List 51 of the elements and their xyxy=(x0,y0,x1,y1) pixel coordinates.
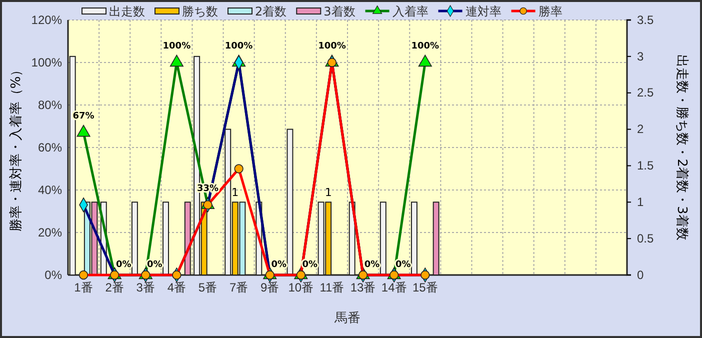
bar xyxy=(162,202,169,276)
x-tick-label: 4番 xyxy=(167,280,186,295)
legend-label: 勝率 xyxy=(538,4,562,18)
y2-tick-label: 1.5 xyxy=(637,158,654,173)
x-axis-title: 馬番 xyxy=(334,311,360,326)
y-tick-label: 120% xyxy=(31,12,62,27)
legend-label: 3着数 xyxy=(324,4,356,18)
data-label: 0% xyxy=(364,260,380,270)
data-label: 100% xyxy=(224,42,253,52)
data-label: 100% xyxy=(318,42,346,52)
x-tick-label: 11番 xyxy=(320,280,344,295)
x-tick-label: 14番 xyxy=(381,280,407,295)
x-tick-label: 5番 xyxy=(198,280,218,295)
y2-tick-label: 0 xyxy=(637,268,644,282)
y2-tick-label: 3 xyxy=(637,49,644,64)
x-tick-label: 3番 xyxy=(136,280,155,295)
x-tick-label: 7番 xyxy=(229,280,248,295)
bar xyxy=(380,202,386,276)
y-tick-label: 100% xyxy=(31,55,62,70)
x-tick-label: 15番 xyxy=(412,280,438,295)
y2-tick-label: 1 xyxy=(637,194,644,209)
y-axis-title: 勝率・連対率・入着率（%） xyxy=(8,63,24,232)
bar xyxy=(410,202,418,276)
y-tick-label: 20% xyxy=(38,225,62,240)
x-tick-label: 13番 xyxy=(350,280,376,295)
bar xyxy=(131,202,138,276)
y2-tick-label: 0.5 xyxy=(637,231,654,246)
legend-label: 連対率 xyxy=(465,4,502,18)
y2-tick-label: 2.5 xyxy=(637,86,654,100)
data-label: 100% xyxy=(411,42,440,52)
y2-tick-label: 3.5 xyxy=(637,12,654,27)
legend-label: 勝ち数 xyxy=(182,4,218,18)
legend-label: 入着率 xyxy=(392,4,428,18)
x-tick-label: 1番 xyxy=(74,280,93,295)
x-tick-label: 9番 xyxy=(260,280,280,295)
legend-label: 2着数 xyxy=(255,4,287,18)
data-label: 100% xyxy=(162,42,191,52)
x-tick-label: 10番 xyxy=(288,280,314,295)
data-label: 0% xyxy=(271,260,286,270)
data-label: 1 xyxy=(324,186,332,200)
data-label: 1 xyxy=(232,186,239,200)
x-tick-label: 2番 xyxy=(105,280,124,295)
data-label: 0% xyxy=(116,260,132,270)
y2-tick-label: 2 xyxy=(637,122,644,136)
legend-label: 出走数 xyxy=(109,4,145,18)
bar xyxy=(286,128,294,276)
y-tick-label: 0% xyxy=(44,268,62,282)
y-tick-label: 80% xyxy=(38,98,62,112)
y-tick-label: 40% xyxy=(38,182,62,197)
y2-axis-title: 出走数・勝ち数・2着数・3着数 xyxy=(674,54,690,240)
y-tick-label: 60% xyxy=(38,140,62,154)
